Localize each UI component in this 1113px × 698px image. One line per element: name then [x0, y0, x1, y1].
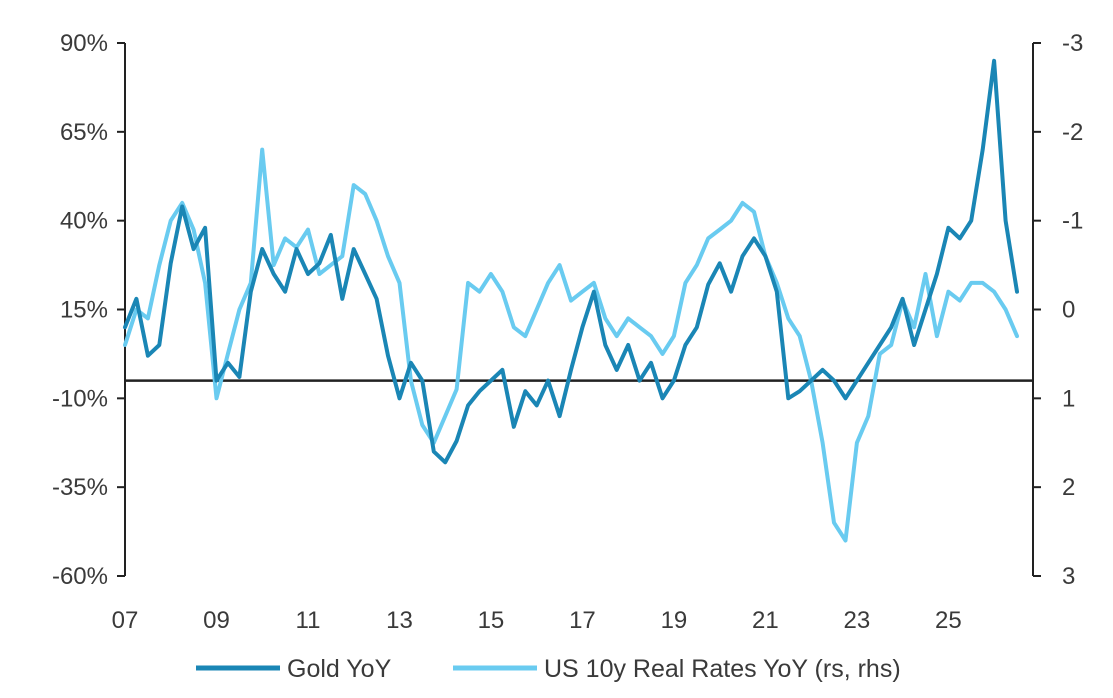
series-layer [123, 58, 1019, 543]
x-tick-label: 07 [112, 607, 139, 634]
x-tick-label: 19 [661, 607, 688, 634]
right-tick-label: -2 [1062, 119, 1083, 146]
right-tick-label: 3 [1062, 563, 1075, 590]
series-line-gold-yoy [123, 58, 1019, 465]
left-tick-label: -35% [52, 474, 108, 501]
left-tick-label: -10% [52, 385, 108, 412]
left-tick-label: 40% [60, 208, 108, 235]
x-tick-label: 17 [569, 607, 596, 634]
right-tick-label: 1 [1062, 385, 1075, 412]
legend: Gold YoY US 10y Real Rates YoY (rs, rhs) [196, 655, 901, 683]
x-tick-label: 13 [386, 607, 413, 634]
x-tick-label: 11 [296, 607, 321, 634]
x-tick-label: 23 [844, 607, 871, 634]
x-tick-label: 15 [478, 607, 505, 634]
right-tick-labels: -3 -2 -1 0 1 2 3 [1033, 30, 1083, 590]
right-tick-label: -3 [1062, 30, 1083, 57]
left-tick-labels: 90% 65% 40% 15% -10% -35% -60% [52, 30, 125, 590]
x-tick-label: 09 [203, 607, 230, 634]
legend-label-gold: Gold YoY [287, 655, 392, 683]
x-tick-label: 21 [752, 607, 779, 634]
x-tick-label: 25 [935, 607, 962, 634]
right-tick-label: 0 [1062, 297, 1075, 324]
left-tick-label: 65% [60, 119, 108, 146]
right-tick-label: 2 [1062, 474, 1075, 501]
right-tick-label: -1 [1062, 208, 1083, 235]
left-tick-label: 15% [60, 297, 108, 324]
left-tick-label: -60% [52, 563, 108, 590]
legend-label-real-rates: US 10y Real Rates YoY (rs, rhs) [544, 655, 901, 683]
x-tick-labels: 07 09 11 13 15 17 19 21 23 25 [112, 607, 962, 634]
left-tick-label: 90% [60, 30, 108, 57]
series-line-real-rates-yoy [123, 147, 1019, 543]
